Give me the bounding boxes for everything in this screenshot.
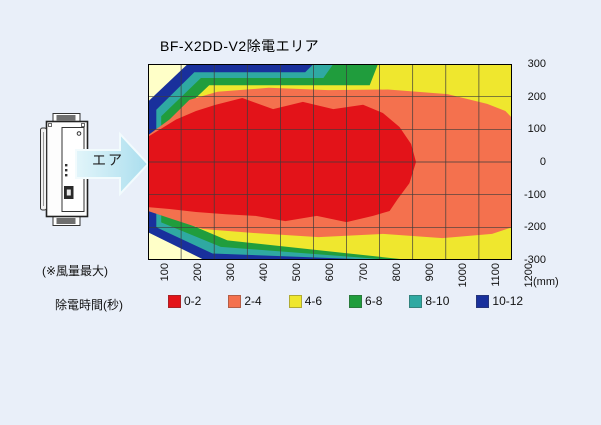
legend-swatch xyxy=(228,294,242,308)
legend-label: 2-4 xyxy=(244,294,262,308)
legend-label: 4-6 xyxy=(304,294,323,308)
legend-swatch xyxy=(476,294,490,308)
y-tick-label: 100 xyxy=(527,123,546,135)
legend-swatch xyxy=(349,294,363,308)
y-tick-label: 300 xyxy=(527,58,546,70)
legend-item: 10-12 xyxy=(476,294,523,308)
legend-item: 0-2 xyxy=(168,294,201,308)
y-tick-label: -200 xyxy=(523,221,546,233)
legend-label: 10-12 xyxy=(492,294,524,308)
legend-label: 0-2 xyxy=(184,294,202,308)
air-flow-arrow xyxy=(75,131,150,197)
legend-label: 6-8 xyxy=(365,294,383,308)
legend-label: 8-10 xyxy=(425,294,450,308)
legend: 0-2 2-4 4-6 6-8 8-10 10-12 xyxy=(168,294,523,308)
legend-swatch xyxy=(409,294,423,308)
legend-item: 4-6 xyxy=(288,294,323,308)
airflow-note: (※風量最大) xyxy=(42,264,109,278)
y-tick-label: 200 xyxy=(527,91,546,103)
y-tick-label: 0 xyxy=(539,156,546,168)
y-tick-label: -300 xyxy=(523,254,546,266)
x-axis-unit: (mm) xyxy=(533,276,559,288)
y-tick-label: -100 xyxy=(523,189,546,201)
legend-item: 8-10 xyxy=(409,294,449,308)
legend-title: 除電時間(秒) xyxy=(55,298,123,312)
legend-item: 2-4 xyxy=(228,294,262,308)
watermark: 511718 .com 我要仪器仪表 xyxy=(0,332,601,425)
legend-swatch xyxy=(168,294,181,308)
legend-swatch xyxy=(288,294,302,308)
air-label: エア xyxy=(92,152,124,168)
contour-plot xyxy=(148,64,512,260)
contour-svg xyxy=(148,64,512,260)
y-axis-tick-labels: 300 200 100 0 -100 -200 -300 xyxy=(514,58,546,266)
legend-item: 6-8 xyxy=(349,294,382,308)
chart-title: BF-X2DD-V2除電エリア xyxy=(160,38,320,54)
ionizer-device-illustration xyxy=(40,113,89,226)
